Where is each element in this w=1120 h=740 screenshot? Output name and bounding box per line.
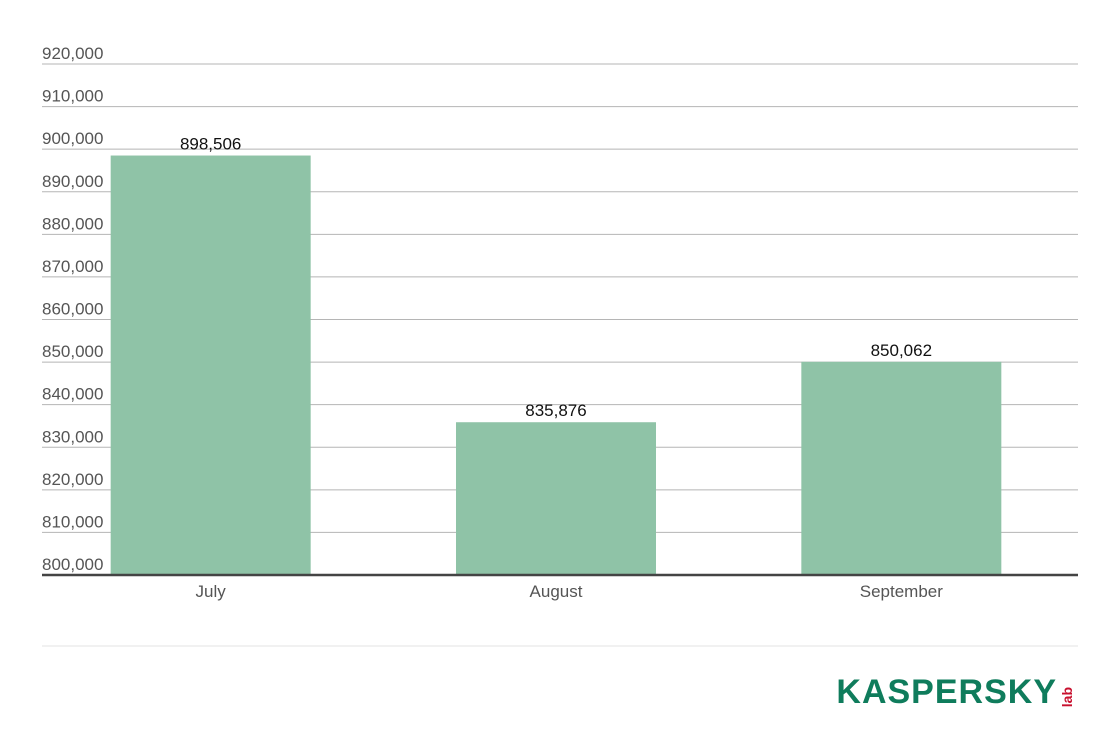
x-axis-categories: July August September [196, 582, 944, 601]
y-tick-label: 840,000 [42, 385, 103, 404]
y-tick-label: 870,000 [42, 257, 103, 276]
data-label: 850,062 [871, 341, 932, 360]
y-tick-label: 910,000 [42, 87, 103, 106]
kaspersky-lab-logo: KASPERSKY lab [836, 673, 1075, 711]
x-category-label: September [860, 582, 943, 601]
y-tick-label: 810,000 [42, 512, 103, 531]
bar-july [110, 155, 311, 575]
x-category-label: August [530, 582, 583, 601]
y-tick-label: 860,000 [42, 300, 103, 319]
y-tick-label: 820,000 [42, 470, 103, 489]
y-tick-label: 890,000 [42, 172, 103, 191]
bar-september [801, 361, 1002, 575]
logo-wordmark: KASPERSKY [836, 673, 1057, 711]
y-axis-ticks: 800,000 810,000 820,000 830,000 840,000 850,0… [42, 44, 103, 574]
data-labels: 898,506 835,876 850,062 [180, 135, 932, 421]
y-tick-label: 900,000 [42, 129, 103, 148]
bar-august [456, 422, 656, 575]
data-label: 898,506 [180, 135, 241, 154]
logo-sub: lab [1059, 686, 1075, 707]
data-label: 835,876 [525, 401, 586, 420]
y-tick-label: 850,000 [42, 342, 103, 361]
y-tick-label: 830,000 [42, 427, 103, 446]
y-tick-label: 920,000 [42, 44, 103, 63]
bars [110, 155, 1002, 575]
y-tick-label: 800,000 [42, 555, 103, 574]
y-tick-label: 880,000 [42, 214, 103, 233]
x-category-label: July [196, 582, 227, 601]
